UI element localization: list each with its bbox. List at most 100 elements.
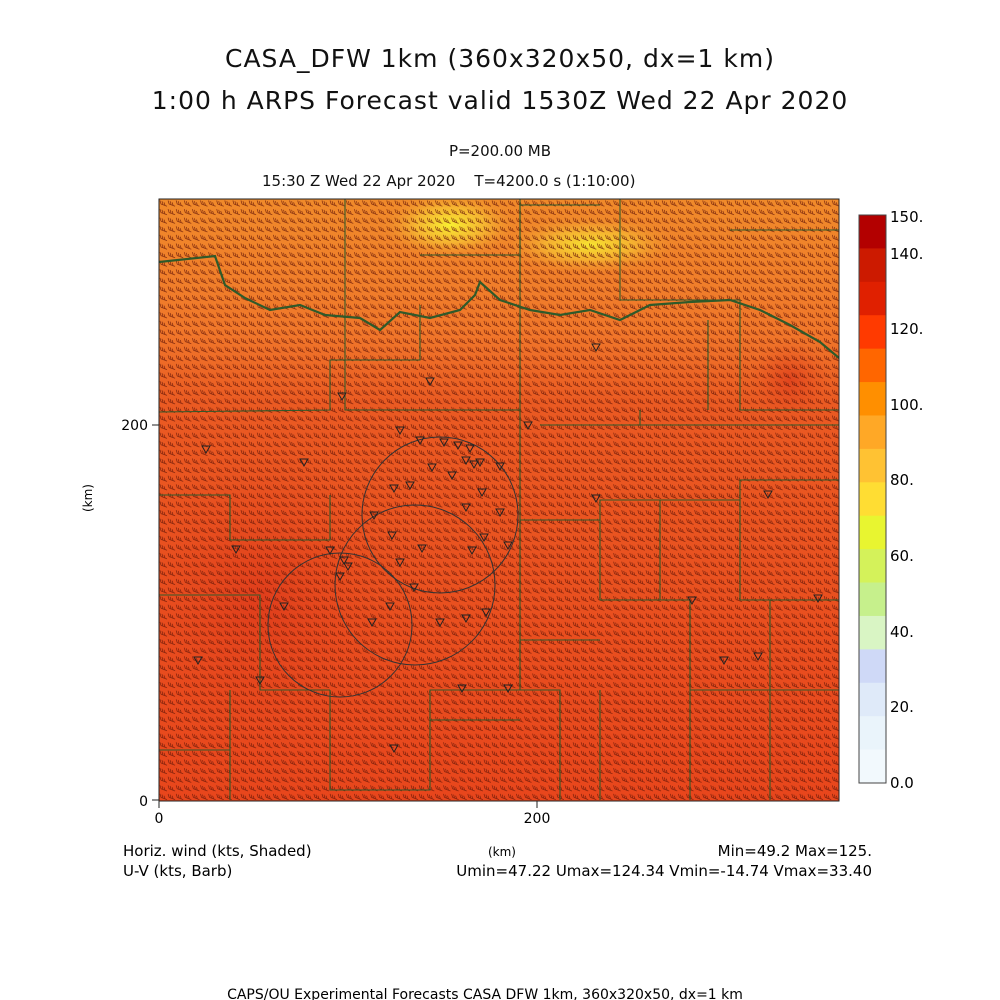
radar-site-icon xyxy=(719,656,729,666)
radar-site-icon xyxy=(477,488,487,498)
radar-site-icon xyxy=(479,533,489,543)
radar-site-icon xyxy=(503,684,513,694)
title-line-2: 1:00 h ARPS Forecast valid 1530Z Wed 22 … xyxy=(151,86,849,115)
colorbar xyxy=(858,214,887,784)
colorbar-swatch xyxy=(859,281,886,316)
colorbar-swatch xyxy=(859,348,886,383)
radar-site-markers xyxy=(193,343,823,754)
radar-site-icon xyxy=(369,511,379,521)
legend-barb-label: U-V (kts, Barb) xyxy=(123,862,232,880)
colorbar-swatch xyxy=(859,382,886,416)
colorbar-swatch xyxy=(859,448,886,483)
axis-ticks xyxy=(152,424,538,808)
radar-site-icon xyxy=(447,471,457,481)
radar-site-icon xyxy=(193,656,203,666)
colorbar-swatch xyxy=(859,415,886,450)
radar-site-icon xyxy=(201,445,211,455)
radar-site-icon xyxy=(457,684,467,694)
radar-site-icon xyxy=(395,558,405,568)
colorbar-swatch xyxy=(859,615,886,650)
radar-site-icon xyxy=(405,481,415,491)
radar-site-icon xyxy=(591,494,601,504)
wind-barb-field xyxy=(159,200,839,800)
colorbar-frame xyxy=(858,214,887,784)
colorbar-swatch xyxy=(859,482,886,517)
radar-site-icon xyxy=(417,544,427,554)
min-max-readout: Min=49.2 Max=125. xyxy=(718,842,872,860)
county-boundaries xyxy=(159,199,839,800)
colorbar-label: 20. xyxy=(890,698,914,716)
radar-site-icon xyxy=(475,458,485,468)
radar-site-icon xyxy=(279,602,289,612)
radar-site-icon xyxy=(461,456,471,466)
colorbar-swatch xyxy=(859,248,886,283)
radar-site-icon xyxy=(461,503,471,513)
radar-site-icon xyxy=(385,602,395,612)
y-axis-label: (km) xyxy=(81,484,95,512)
radar-site-icon xyxy=(467,546,477,556)
radar-site-icon xyxy=(415,436,425,446)
radar-site-icon xyxy=(231,545,241,555)
radar-site-icon xyxy=(337,392,347,402)
radar-site-icon xyxy=(409,583,419,593)
radar-site-icon xyxy=(469,460,479,470)
radar-site-icon xyxy=(387,531,397,541)
x-axis-label: (km) xyxy=(488,845,516,859)
radar-site-icon xyxy=(389,744,399,754)
radar-site-icon xyxy=(339,556,349,566)
radar-site-icon xyxy=(325,546,335,556)
radar-site-icon xyxy=(389,484,399,494)
colorbar-swatch xyxy=(859,549,886,584)
plot-frame xyxy=(158,198,840,802)
radar-site-icon xyxy=(465,444,475,454)
radar-site-icon xyxy=(335,572,345,582)
valid-time: 15:30 Z Wed 22 Apr 2020 xyxy=(262,172,456,190)
radar-site-icon xyxy=(503,541,513,551)
radar-site-icon xyxy=(753,652,763,662)
radar-site-icon xyxy=(435,618,445,628)
legend-shaded-label: Horiz. wind (kts, Shaded) xyxy=(123,842,312,860)
radar-site-icon xyxy=(523,421,533,431)
time-line: 15:30 Z Wed 22 Apr 2020 T=4200.0 s (1:10… xyxy=(262,172,635,190)
radar-site-icon xyxy=(255,676,265,686)
colorbar-swatch xyxy=(859,215,886,249)
colorbar-label: 100. xyxy=(890,396,923,414)
radar-range-rings xyxy=(267,436,519,698)
x-tick-0: 0 xyxy=(155,811,164,827)
radar-site-icon xyxy=(763,490,773,500)
radar-site-icon xyxy=(427,463,437,473)
colorbar-swatch xyxy=(859,315,886,350)
radar-site-icon xyxy=(495,508,505,518)
radar-site-icon xyxy=(343,562,353,572)
colorbar-swatch xyxy=(859,515,886,550)
wind-speed-field xyxy=(159,199,839,801)
colorbar-swatch xyxy=(859,649,886,684)
colorbar-swatch xyxy=(859,716,886,751)
colorbar-label: 150. xyxy=(890,208,923,226)
wind-barbs xyxy=(159,200,839,800)
colorbar-swatch xyxy=(859,682,886,717)
colorbar-swatch xyxy=(859,582,886,617)
y-tick-0: 0 xyxy=(139,794,148,810)
radar-site-icon xyxy=(495,462,505,472)
radar-site-icon xyxy=(687,596,697,606)
radar-site-icon xyxy=(453,441,463,451)
radar-site-icon xyxy=(813,594,823,604)
radar-site-icon xyxy=(481,608,491,618)
title-line-1: CASA_DFW 1km (360x320x50, dx=1 km) xyxy=(224,44,775,73)
colorbar-label: 80. xyxy=(890,471,914,489)
sim-time: T=4200.0 s (1:10:00) xyxy=(474,172,636,190)
colorbar-label: 40. xyxy=(890,623,914,641)
colorbar-swatch xyxy=(859,749,886,784)
pressure-level: P=200.00 MB xyxy=(448,142,552,160)
x-tick-200: 200 xyxy=(524,811,551,827)
radar-site-icon xyxy=(461,614,471,624)
colorbar-label: 0.0 xyxy=(890,774,914,792)
radar-site-icon xyxy=(395,426,405,436)
colorbar-label: 140. xyxy=(890,245,923,263)
colorbar-label: 120. xyxy=(890,320,923,338)
colorbar-labels: 150. 140. 120. 100. 80. 60. 40. 20. 0.0 xyxy=(890,208,923,792)
colorbar-label: 60. xyxy=(890,547,914,565)
radar-site-icon xyxy=(425,377,435,387)
